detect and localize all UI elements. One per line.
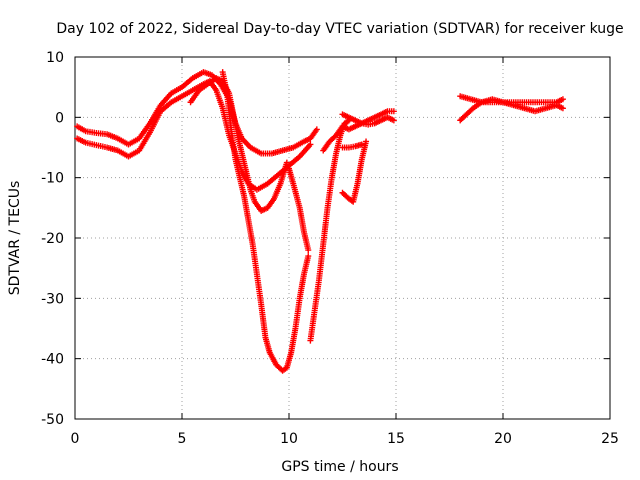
data-point — [358, 141, 365, 148]
data-point — [390, 117, 397, 124]
data-point — [305, 247, 312, 254]
data-point — [363, 138, 370, 145]
chart-title: Day 102 of 2022, Sidereal Day-to-day VTE… — [56, 21, 623, 37]
x-axis-title: GPS time / hours — [281, 459, 398, 475]
data-point — [559, 96, 566, 103]
series-arc-3 — [187, 75, 290, 214]
data-point — [559, 105, 566, 112]
x-tick-label: 20 — [494, 431, 512, 447]
y-axis-title: SDTVAR / TECUs — [7, 181, 23, 296]
data-point — [313, 126, 320, 133]
x-tick-label: 10 — [280, 431, 298, 447]
x-tick-label: 5 — [178, 431, 187, 447]
data-series — [74, 69, 566, 374]
x-tick-label: 15 — [387, 431, 405, 447]
y-tick-label: -40 — [41, 352, 64, 368]
series-arc-11 — [339, 114, 397, 133]
series-arc-1 — [74, 69, 320, 157]
grid — [75, 57, 610, 419]
x-tick-label: 25 — [601, 431, 619, 447]
x-tick-label: 0 — [71, 431, 80, 447]
y-tick-label: -10 — [41, 171, 64, 187]
series-arc-4 — [219, 69, 312, 374]
data-point — [283, 159, 290, 166]
series-arc-6 — [307, 117, 352, 344]
y-tick-label: 10 — [46, 50, 64, 66]
y-tick-label: -20 — [41, 231, 64, 247]
data-point — [307, 141, 314, 148]
y-tick-label: -30 — [41, 291, 64, 307]
data-point — [390, 108, 397, 115]
axis-ticks: 0 5 10 15 20 25 10 0 -10 -20 -30 -40 -50 — [41, 50, 619, 447]
series-arc-5 — [286, 165, 312, 254]
data-point — [305, 253, 312, 260]
y-tick-label: -50 — [41, 412, 64, 428]
series-arc-9 — [339, 141, 365, 151]
y-tick-label: 0 — [55, 110, 64, 126]
series-arc-8 — [339, 138, 370, 205]
series-arc-13 — [457, 99, 566, 124]
